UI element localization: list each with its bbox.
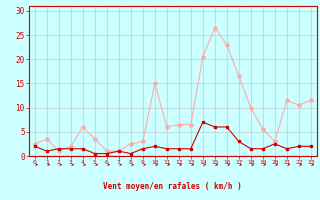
X-axis label: Vent moyen/en rafales ( km/h ): Vent moyen/en rafales ( km/h ) xyxy=(103,182,242,191)
